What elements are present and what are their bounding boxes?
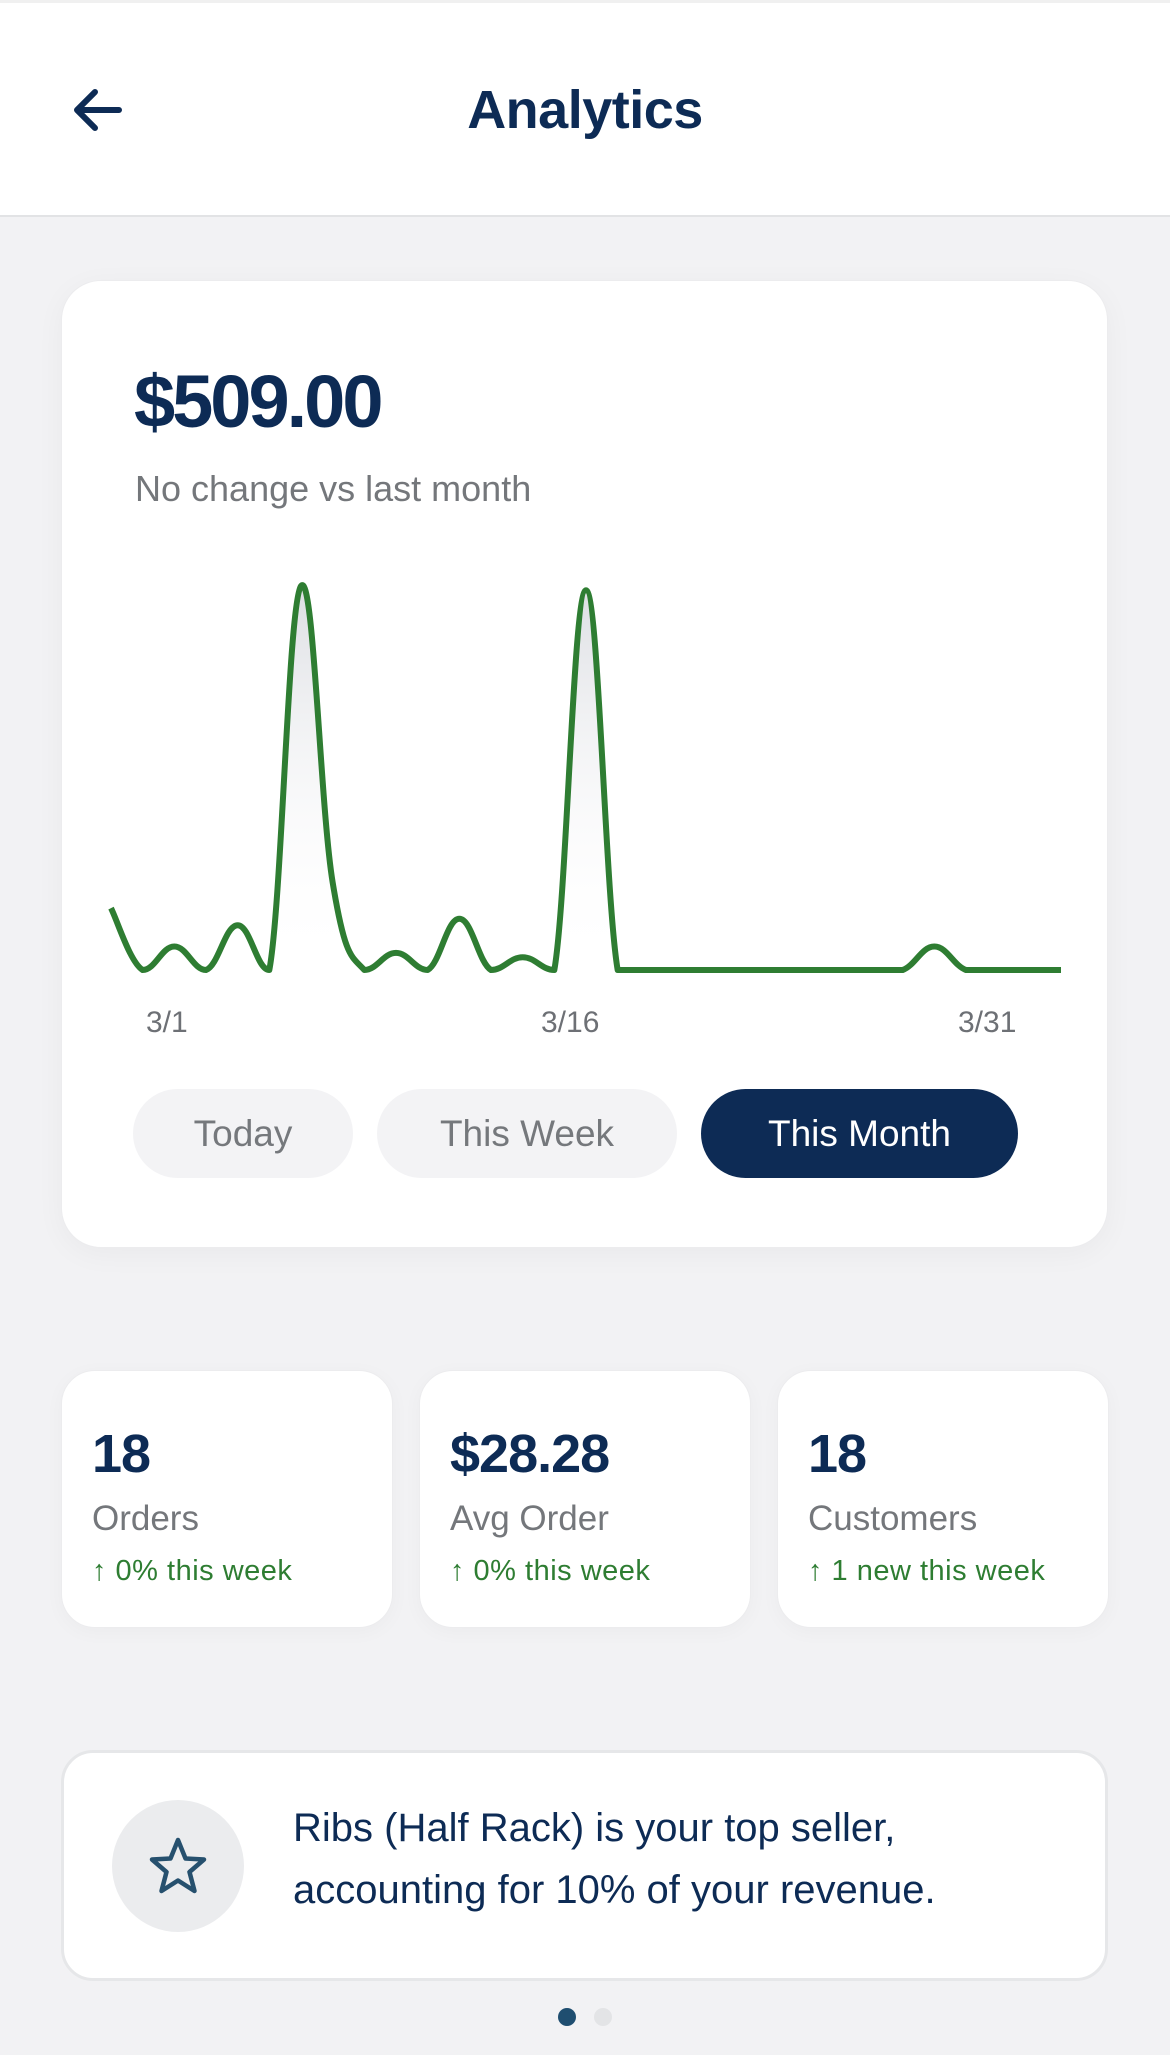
stat-value: $28.28: [450, 1424, 610, 1484]
stat-change: ↑ 0% this week: [92, 1555, 293, 1587]
insight-icon-badge: [112, 1800, 244, 1932]
x-axis-label-mid: 3/16: [541, 1006, 600, 1039]
stat-label: Avg Order: [450, 1499, 609, 1538]
range-this-month-button[interactable]: This Month: [701, 1089, 1018, 1178]
insight-card[interactable]: Ribs (Half Rack) is your top seller, acc…: [61, 1750, 1108, 1981]
insight-text: Ribs (Half Rack) is your top seller, acc…: [293, 1806, 936, 1912]
revenue-chart[interactable]: 3/1 3/16 3/31: [62, 281, 1109, 1061]
revenue-total: $509.00: [134, 360, 383, 443]
stat-card-orders: 18 Orders ↑ 0% this week: [61, 1370, 393, 1628]
revenue-card: $509.00 No change vs last month 3/1 3/16…: [61, 280, 1108, 1248]
star-icon: [149, 1837, 207, 1894]
chart-area-fill: [111, 585, 1061, 970]
pagination-dot-1[interactable]: [558, 2008, 576, 2026]
x-axis-label-start: 3/1: [146, 1006, 188, 1039]
back-button[interactable]: [62, 75, 132, 145]
insights-carousel[interactable]: Ribs (Half Rack) is your top seller, acc…: [61, 1748, 1108, 1982]
stat-value: 18: [92, 1424, 151, 1484]
stat-change: ↑ 0% this week: [450, 1555, 651, 1587]
x-axis-label-end: 3/31: [958, 1006, 1017, 1039]
arrow-left-icon: [74, 89, 122, 131]
stat-card-customers: 18 Customers ↑ 1 new this week: [777, 1370, 1109, 1628]
pagination-dot-2[interactable]: [594, 2008, 612, 2026]
page-title: Analytics: [467, 80, 703, 140]
stat-label: Customers: [808, 1499, 978, 1538]
top-bar: Analytics: [0, 0, 1170, 217]
stat-label: Orders: [92, 1499, 199, 1538]
stat-card-avg-order: $28.28 Avg Order ↑ 0% this week: [419, 1370, 751, 1628]
revenue-line-chart: [108, 582, 1061, 973]
chart-line: [108, 582, 1061, 973]
stat-value: 18: [808, 1424, 867, 1484]
range-this-week-button[interactable]: This Week: [377, 1089, 677, 1178]
stat-change: ↑ 1 new this week: [808, 1555, 1046, 1587]
range-today-button[interactable]: Today: [133, 1089, 353, 1178]
time-range-selector: Today This Week This Month: [133, 1089, 1018, 1178]
carousel-pagination: [0, 2008, 1170, 2026]
revenue-change-text: No change vs last month: [135, 468, 532, 509]
